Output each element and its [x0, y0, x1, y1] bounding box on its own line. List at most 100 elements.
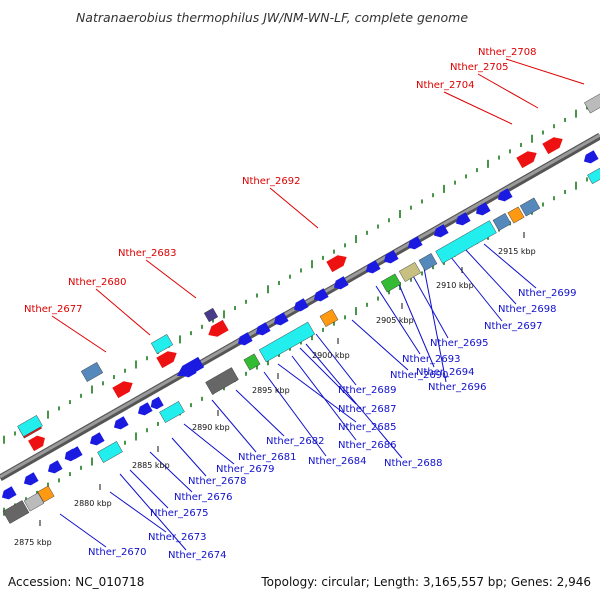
blue-gene-arrow — [365, 260, 381, 274]
blue-gene-arrow — [433, 224, 449, 238]
blue-leader — [119, 473, 187, 551]
khaki-gene-box — [398, 262, 422, 282]
blue-gene-label: Nther_2681 — [238, 452, 296, 463]
blue-gene — [455, 212, 471, 226]
blue-gene-arrow — [273, 312, 289, 326]
blue-gene-arrow — [113, 416, 129, 430]
blue-gene — [433, 224, 449, 238]
blue-gene-arrow — [475, 202, 491, 216]
gray-gene — [205, 367, 239, 395]
blue-leader — [129, 469, 169, 509]
blue-gene-label: Nther_2698 — [498, 304, 556, 315]
cyan-gene — [17, 415, 43, 437]
red-gene — [542, 137, 563, 155]
blue-gene-arrow — [407, 236, 423, 250]
blue-leader — [109, 491, 167, 533]
cyan-gene-box — [587, 167, 600, 185]
blue-gene-arrow — [89, 432, 105, 446]
red-gene-label: Nther_2705 — [450, 62, 508, 73]
blue-gene-label: Nther_2685 — [338, 422, 396, 433]
tick-label: 2895 kbp — [252, 386, 290, 395]
cyan-gene-long-box — [258, 321, 316, 363]
steelblue-gene-box — [418, 253, 438, 271]
blue-gene-label: Nther_2690 — [390, 370, 448, 381]
blue-leader — [149, 451, 193, 493]
tick-label: 2885 kbp — [132, 461, 170, 470]
red-gene-arrow — [516, 151, 537, 169]
cyan-gene-box — [97, 441, 123, 463]
blue-gene — [113, 416, 129, 430]
blue-gene — [237, 332, 253, 346]
orange-gene — [37, 485, 55, 503]
red-gene-label: Nther_2708 — [478, 47, 536, 58]
cyan-gene-box — [159, 401, 185, 423]
blue-gene-label: Nther_2699 — [518, 288, 576, 299]
blue-leader — [411, 273, 449, 339]
red-gene-label: Nther_2692 — [242, 176, 300, 187]
blue-gene-arrow — [313, 288, 329, 302]
blue-leader — [299, 347, 357, 405]
blue-gene-arrow — [497, 188, 513, 202]
blue-gene — [497, 188, 513, 202]
blue-gene-label: Nther_2696 — [428, 382, 486, 393]
cyan-gene — [587, 167, 600, 185]
blue-leader — [305, 343, 403, 459]
blue-gene-label: Nther_2689 — [338, 385, 396, 396]
blue-gene-label: Nther_2693 — [402, 354, 460, 365]
blue-gene — [383, 250, 399, 264]
blue-leader — [465, 249, 517, 305]
orange-gene-box — [319, 309, 339, 327]
blue-gene — [23, 472, 39, 486]
blue-leader — [183, 423, 235, 465]
blue-leader — [449, 255, 503, 322]
blue-gene — [137, 402, 153, 416]
blue-gene-label: Nther_2688 — [384, 458, 442, 469]
blue-gene-label: Nther_2675 — [150, 508, 208, 519]
blue-gene-label: Nther_2686 — [338, 440, 396, 451]
khaki-gene — [398, 262, 422, 282]
lightgray-gene-box — [584, 92, 600, 114]
purple-gene — [203, 307, 219, 323]
blue-gene — [273, 312, 289, 326]
blue-gene-label: Nther_2697 — [484, 321, 542, 332]
blue-gene — [47, 460, 63, 474]
blue-gene — [475, 202, 491, 216]
red-leader — [95, 288, 151, 336]
blue-leader — [235, 389, 285, 437]
blue-gene-arrow — [255, 322, 271, 336]
orange-gene — [507, 206, 525, 224]
gene-labels: Nther_2677 Nther_2680 Nther_2683 Nther_2692… — [24, 47, 576, 561]
red-leader — [51, 315, 107, 353]
orange-gene — [319, 309, 339, 327]
green-gene-box — [380, 273, 402, 293]
red-gene-arrow — [28, 435, 45, 452]
red-gene — [326, 255, 347, 273]
green-gene-box — [243, 353, 261, 371]
cyan-gene-long — [435, 220, 497, 264]
blue-gene-long — [176, 356, 205, 377]
blue-gene-label: Nther_2682 — [266, 436, 324, 447]
accession-text: Accession: NC_010718 — [8, 575, 144, 589]
blue-gene — [89, 432, 105, 446]
red-leader — [477, 73, 539, 109]
gene-features — [1, 92, 600, 524]
red-leader — [269, 187, 319, 229]
red-gene-arrow — [112, 381, 133, 399]
red-leader — [443, 91, 513, 125]
blue-gene-arrow — [47, 460, 63, 474]
blue-leader — [315, 333, 357, 386]
blue-leader — [211, 399, 257, 453]
lightgray-gene — [584, 92, 600, 114]
steelblue-gene — [418, 253, 438, 271]
red-gene-arrow — [542, 137, 563, 155]
orange-gene-box — [37, 485, 55, 503]
genome-summary-text: Topology: circular; Length: 3,165,557 bp… — [260, 575, 591, 589]
blue-leader — [291, 355, 357, 441]
blue-gene-arrow — [64, 448, 78, 462]
blue-gene-label: Nther_2694 — [416, 367, 474, 378]
blue-gene — [293, 298, 309, 312]
blue-leader — [263, 371, 327, 457]
orange-gene-box — [507, 206, 525, 224]
gray-gene-box — [2, 500, 30, 524]
red-gene — [156, 351, 177, 369]
